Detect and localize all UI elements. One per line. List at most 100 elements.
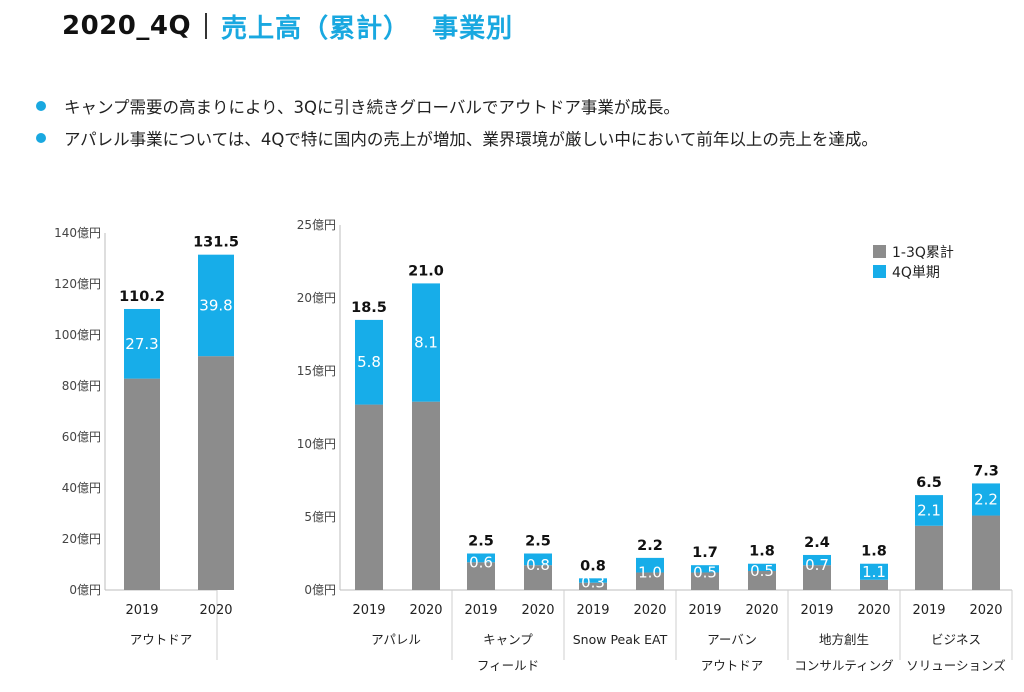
bar-cumulative: [124, 378, 160, 590]
category-label: コンサルティング: [794, 658, 893, 673]
x-year-label: 2020: [521, 603, 554, 618]
bar-q4-label: 5.8: [357, 353, 381, 371]
y-tick-label: 100億円: [54, 328, 101, 342]
legend-swatch-q4: [873, 265, 886, 278]
bar-q4-label: 0.7: [805, 556, 829, 574]
x-year-label: 2020: [633, 603, 666, 618]
y-tick-label: 0億円: [69, 583, 101, 597]
y-tick-label: 20億円: [297, 291, 336, 305]
x-year-label: 2020: [199, 603, 232, 618]
bar-cumulative: [198, 356, 234, 590]
bar-cumulative: [860, 579, 888, 590]
bar-q4-label: 1.0: [638, 563, 662, 581]
bar-q4-label: 27.3: [125, 335, 158, 353]
bar-total-label: 1.7: [692, 545, 718, 561]
bar-q4-label: 0.5: [693, 563, 717, 581]
bar-total-label: 110.2: [119, 289, 165, 305]
summary-bullets: キャンプ需要の高まりにより、3Qに引き続きグローバルでアウトドア事業が成長。 ア…: [36, 90, 878, 154]
bar-q4: [803, 554, 831, 566]
bar-q4: [124, 308, 160, 379]
bar-q4: [860, 563, 888, 580]
bar-q4-label: 8.1: [414, 334, 438, 352]
bar-total-label: 1.8: [749, 544, 775, 560]
bar-total-label: 6.5: [916, 475, 942, 491]
bar-q4-label: 0.3: [581, 574, 605, 592]
bar-q4-label: 1.1: [862, 563, 886, 581]
x-year-label: 2019: [688, 603, 721, 618]
bar-total-label: 131.5: [193, 235, 239, 251]
bar-cumulative: [691, 572, 719, 590]
bar-total-label: 0.8: [580, 558, 606, 574]
bar-total-label: 1.8: [861, 544, 887, 560]
x-year-label: 2019: [352, 603, 385, 618]
bar-q4: [355, 319, 383, 405]
bar-q4: [524, 553, 552, 566]
y-tick-label: 20億円: [62, 532, 101, 546]
x-year-label: 2019: [912, 603, 945, 618]
bullet-item: キャンプ需要の高まりにより、3Qに引き続きグローバルでアウトドア事業が成長。: [36, 90, 878, 122]
bar-total-label: 2.2: [637, 538, 663, 554]
bar-total-label: 2.4: [804, 535, 830, 551]
bar-total-label: 18.5: [351, 300, 387, 316]
bullet-text: キャンプ需要の高まりにより、3Qに引き続きグローバルでアウトドア事業が成長。: [64, 98, 680, 117]
title-separator: [205, 13, 208, 39]
period-label: 2020_4Q: [62, 11, 192, 41]
bar-q4-label: 0.8: [526, 556, 550, 574]
bullet-text: アパレル事業については、4Qで特に国内の売上が増加、業界環境が厳しい中において前…: [64, 130, 878, 149]
legend-label: 1-3Q累計: [892, 245, 954, 261]
bar-q4-label: 2.1: [917, 501, 941, 519]
y-tick-label: 0億円: [304, 583, 336, 597]
bar-q4-label: 0.6: [469, 553, 493, 571]
page-title: 売上高（累計）: [221, 13, 411, 44]
x-year-label: 2019: [125, 603, 158, 618]
x-year-label: 2019: [576, 603, 609, 618]
x-year-label: 2020: [857, 603, 890, 618]
x-year-label: 2019: [800, 603, 833, 618]
bar-q4: [972, 483, 1000, 516]
category-label: ビジネス: [931, 632, 981, 647]
y-tick-label: 80億円: [62, 379, 101, 393]
category-label: アウトドア: [701, 658, 764, 673]
y-tick-label: 5億円: [304, 510, 336, 524]
bar-q4: [636, 557, 664, 573]
category-label: アウトドア: [130, 632, 193, 647]
bar-total-label: 21.0: [408, 263, 444, 279]
y-tick-label: 25億円: [297, 218, 336, 232]
x-year-label: 2020: [409, 603, 442, 618]
x-year-label: 2020: [745, 603, 778, 618]
bar-total-label: 7.3: [973, 463, 999, 479]
category-label: アパレル: [371, 632, 421, 647]
category-label: ソリューションズ: [906, 658, 1006, 673]
bar-cumulative: [467, 562, 495, 590]
bar-q4-label: 0.5: [750, 562, 774, 580]
category-label: 地方創生: [819, 632, 869, 647]
bar-q4: [748, 563, 776, 572]
bar-total-label: 2.5: [525, 534, 551, 550]
y-tick-label: 120億円: [54, 277, 101, 291]
category-label: アーバン: [707, 632, 757, 647]
bar-q4: [198, 254, 234, 357]
bar-cumulative: [803, 565, 831, 590]
bar-cumulative: [748, 571, 776, 590]
bar-total-label: 2.5: [468, 534, 494, 550]
bar-q4: [915, 495, 943, 526]
y-tick-label: 60億円: [62, 430, 101, 444]
y-tick-label: 140億円: [54, 226, 101, 240]
category-label: フィールド: [477, 658, 539, 673]
bar-cumulative: [524, 565, 552, 590]
category-label: Snow Peak EAT: [573, 632, 668, 647]
y-tick-label: 40億円: [62, 481, 101, 495]
bar-cumulative: [915, 525, 943, 590]
bar-cumulative: [579, 582, 607, 590]
bullet-dot-icon: [36, 101, 46, 111]
bullet-dot-icon: [36, 133, 46, 143]
category-label: キャンプ: [483, 632, 533, 647]
bar-q4-label: 2.2: [974, 490, 998, 508]
bar-cumulative: [636, 572, 664, 590]
bar-q4: [579, 578, 607, 583]
legend-swatch-cumulative: [873, 245, 886, 258]
bar-cumulative: [412, 401, 440, 590]
x-year-label: 2019: [464, 603, 497, 618]
bar-q4-label: 39.8: [199, 296, 232, 314]
